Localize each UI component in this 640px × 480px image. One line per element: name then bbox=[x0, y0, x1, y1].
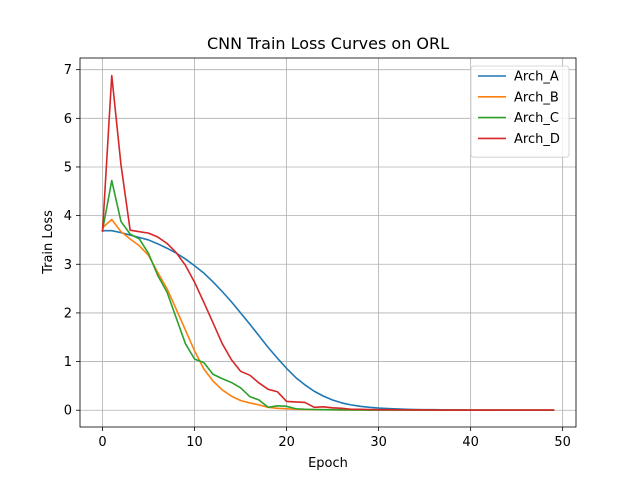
legend-box bbox=[470, 65, 570, 158]
y-tick-label: 7 bbox=[64, 63, 72, 78]
plot-frame bbox=[79, 57, 577, 428]
series-line-arch-b bbox=[101, 218, 555, 411]
x-tick-label: 10 bbox=[186, 435, 203, 450]
legend-label: Arch_D bbox=[514, 132, 560, 147]
y-axis-label: Train Loss bbox=[41, 210, 56, 275]
y-tick-label: 1 bbox=[64, 355, 72, 370]
legend-label: Arch_C bbox=[514, 111, 559, 126]
legend-label: Arch_A bbox=[514, 70, 559, 85]
x-tick-label: 30 bbox=[370, 435, 387, 450]
y-tick-label: 4 bbox=[64, 209, 72, 224]
x-tick-label: 50 bbox=[554, 435, 571, 450]
y-tick-label: 3 bbox=[64, 258, 72, 273]
x-axis-ticks: 0 10 20 30 40 50 bbox=[98, 427, 571, 450]
chart-title: CNN Train Loss Curves on ORL bbox=[207, 34, 449, 53]
series-line-arch-a bbox=[101, 229, 555, 411]
y-tick-label: 5 bbox=[64, 160, 72, 175]
legend: Arch_A Arch_B Arch_C Arch_D bbox=[470, 65, 570, 158]
y-axis-ticks: 0 1 2 3 4 5 6 7 bbox=[64, 63, 80, 419]
x-tick-label: 0 bbox=[98, 435, 106, 450]
series-line-arch-d bbox=[101, 74, 555, 411]
y-tick-label: 6 bbox=[64, 112, 72, 127]
series-lines bbox=[101, 74, 555, 411]
x-tick-label: 40 bbox=[462, 435, 479, 450]
x-tick-label: 20 bbox=[278, 435, 295, 450]
y-tick-label: 2 bbox=[64, 306, 72, 321]
legend-label: Arch_B bbox=[514, 90, 559, 105]
x-axis-label: Epoch bbox=[308, 456, 348, 471]
y-tick-label: 0 bbox=[64, 404, 72, 419]
